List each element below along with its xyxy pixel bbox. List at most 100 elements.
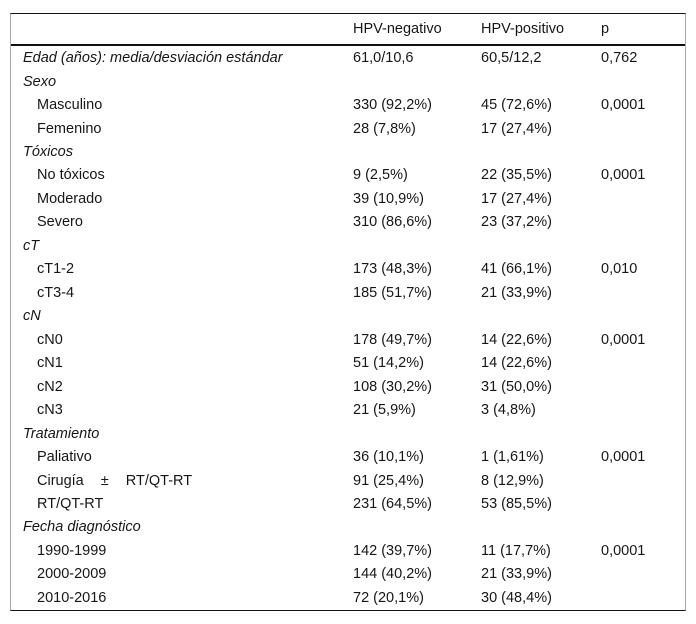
- hpv-positive-value: 41 (66,1%): [481, 261, 552, 278]
- hpv-negative-value: 142 (39,7%): [353, 542, 432, 559]
- p-value: [601, 70, 685, 93]
- table-row: Moderado 39 (10,9%) 17 (27,4%): [11, 187, 685, 210]
- row-label: cT1-2: [37, 261, 75, 278]
- row-label: Cirugía ± RT/QT-RT: [37, 472, 193, 489]
- hpv-positive-value: 17 (27,4%): [481, 120, 552, 137]
- table-row: 2010-2016 72 (20,1%) 30 (48,4%): [11, 586, 685, 610]
- table-row: cN1 51 (14,2%) 14 (22,6%): [11, 352, 685, 375]
- col-header-hpv-positive: HPV-positivo: [481, 14, 601, 46]
- group-label: cN: [23, 308, 41, 325]
- hpv-negative-value: [353, 70, 481, 93]
- table-row: cT3-4 185 (51,7%) 21 (33,9%): [11, 281, 685, 304]
- p-value: [601, 563, 685, 586]
- p-value: 0,0001: [601, 449, 646, 466]
- hpv-positive-value: 30 (48,4%): [481, 589, 552, 606]
- hpv-positive-value: 17 (27,4%): [481, 190, 552, 207]
- p-value: [601, 516, 685, 539]
- table-row: cN2 108 (30,2%) 31 (50,0%): [11, 375, 685, 398]
- group-row: Sexo: [11, 70, 685, 93]
- row-label: No tóxicos: [37, 167, 105, 184]
- p-value: [601, 352, 685, 375]
- hpv-negative-value: 28 (7,8%): [353, 120, 416, 137]
- hpv-positive-value: 22 (35,5%): [481, 167, 552, 184]
- hpv-negative-value: [353, 305, 481, 328]
- p-value: [601, 211, 685, 234]
- row-label: 1990-1999: [37, 542, 107, 559]
- table-row: Masculino 330 (92,2%) 45 (72,6%) 0,0001: [11, 94, 685, 117]
- hpv-positive-value: [481, 70, 601, 93]
- p-value: 0,0001: [601, 97, 646, 114]
- p-value: [601, 586, 685, 610]
- row-label: cN1: [37, 355, 63, 372]
- p-value: [601, 187, 685, 210]
- table-row: Femenino 28 (7,8%) 17 (27,4%): [11, 117, 685, 140]
- row-label: Severo: [37, 214, 83, 231]
- hpv-negative-value: 36 (10,1%): [353, 449, 424, 466]
- hpv-positive-value: 8 (12,9%): [481, 472, 544, 489]
- hpv-positive-value: 31 (50,0%): [481, 378, 552, 395]
- hpv-negative-value: 173 (48,3%): [353, 261, 432, 278]
- group-label: Tratamiento: [23, 425, 100, 442]
- p-value: 0,762: [601, 49, 638, 66]
- group-label: Tóxicos: [23, 143, 73, 160]
- p-value: [601, 399, 685, 422]
- table-row: cN0 178 (49,7%) 14 (22,6%) 0,0001: [11, 328, 685, 351]
- hpv-negative-value: 185 (51,7%): [353, 284, 432, 301]
- p-value: [601, 493, 685, 516]
- row-label: 2000-2009: [37, 566, 107, 583]
- hpv-positive-value: [481, 305, 601, 328]
- hpv-positive-value: 23 (37,2%): [481, 214, 552, 231]
- hpv-positive-value: 11 (17,7%): [481, 542, 551, 559]
- group-label: Fecha diagnóstico: [23, 519, 141, 536]
- hpv-negative-value: 9 (2,5%): [353, 167, 408, 184]
- hpv-negative-value: 144 (40,2%): [353, 566, 432, 583]
- p-value: 0,0001: [601, 167, 646, 184]
- hpv-positive-value: 14 (22,6%): [481, 355, 552, 372]
- hpv-positive-value: 3 (4,8%): [481, 402, 536, 419]
- table-row: Cirugía ± RT/QT-RT 91 (25,4%) 8 (12,9%): [11, 469, 685, 492]
- table-row: 2000-2009 144 (40,2%) 21 (33,9%): [11, 563, 685, 586]
- hpv-negative-value: 21 (5,9%): [353, 402, 416, 419]
- hpv-positive-value: 14 (22,6%): [481, 331, 552, 348]
- p-value: [601, 140, 685, 163]
- col-header-p-value: p: [601, 14, 685, 46]
- p-value: [601, 117, 685, 140]
- table-row: Edad (años): media/desviación estándar 61…: [11, 45, 685, 70]
- group-label: Sexo: [23, 73, 57, 90]
- hpv-negative-value: 310 (86,6%): [353, 214, 432, 231]
- hpv-positive-value: 1 (1,61%): [481, 449, 544, 466]
- hpv-negative-value: 72 (20,1%): [353, 589, 424, 606]
- hpv-negative-value: 61,0/10,6: [353, 49, 414, 66]
- hpv-negative-value: [353, 516, 481, 539]
- row-label: cN0: [37, 331, 63, 348]
- hpv-negative-value: [353, 422, 481, 445]
- table-row: No tóxicos 9 (2,5%) 22 (35,5%) 0,0001: [11, 164, 685, 187]
- hpv-positive-value: 45 (72,6%): [481, 97, 552, 114]
- group-row: cT: [11, 234, 685, 257]
- table-row: Paliativo 36 (10,1%) 1 (1,61%) 0,0001: [11, 446, 685, 469]
- row-label: Paliativo: [37, 449, 92, 466]
- hpv-positive-value: 21 (33,9%): [481, 284, 552, 301]
- hpv-positive-value: 53 (85,5%): [481, 496, 552, 512]
- hpv-negative-value: 231 (64,5%): [353, 496, 432, 512]
- hpv-negative-value: 178 (49,7%): [353, 331, 432, 348]
- p-value: [601, 469, 685, 492]
- row-label: Femenino: [37, 120, 102, 137]
- hpv-negative-value: [353, 234, 481, 257]
- table-row: Severo 310 (86,6%) 23 (37,2%): [11, 211, 685, 234]
- hpv-positive-value: [481, 234, 601, 257]
- p-value: [601, 375, 685, 398]
- hpv-comparison-table: HPV-negativo HPV-positivo p Edad (años):…: [10, 13, 686, 611]
- data-table: HPV-negativo HPV-positivo p Edad (años):…: [11, 14, 685, 610]
- row-label: cT3-4: [37, 284, 75, 301]
- p-value: [601, 281, 685, 304]
- group-row: Tóxicos: [11, 140, 685, 163]
- hpv-positive-value: [481, 516, 601, 539]
- row-label: Moderado: [37, 190, 103, 207]
- hpv-negative-value: 108 (30,2%): [353, 378, 432, 395]
- hpv-negative-value: 91 (25,4%): [353, 472, 424, 489]
- p-value: [601, 305, 685, 328]
- p-value: 0,010: [601, 261, 638, 278]
- row-label: Masculino: [37, 97, 103, 114]
